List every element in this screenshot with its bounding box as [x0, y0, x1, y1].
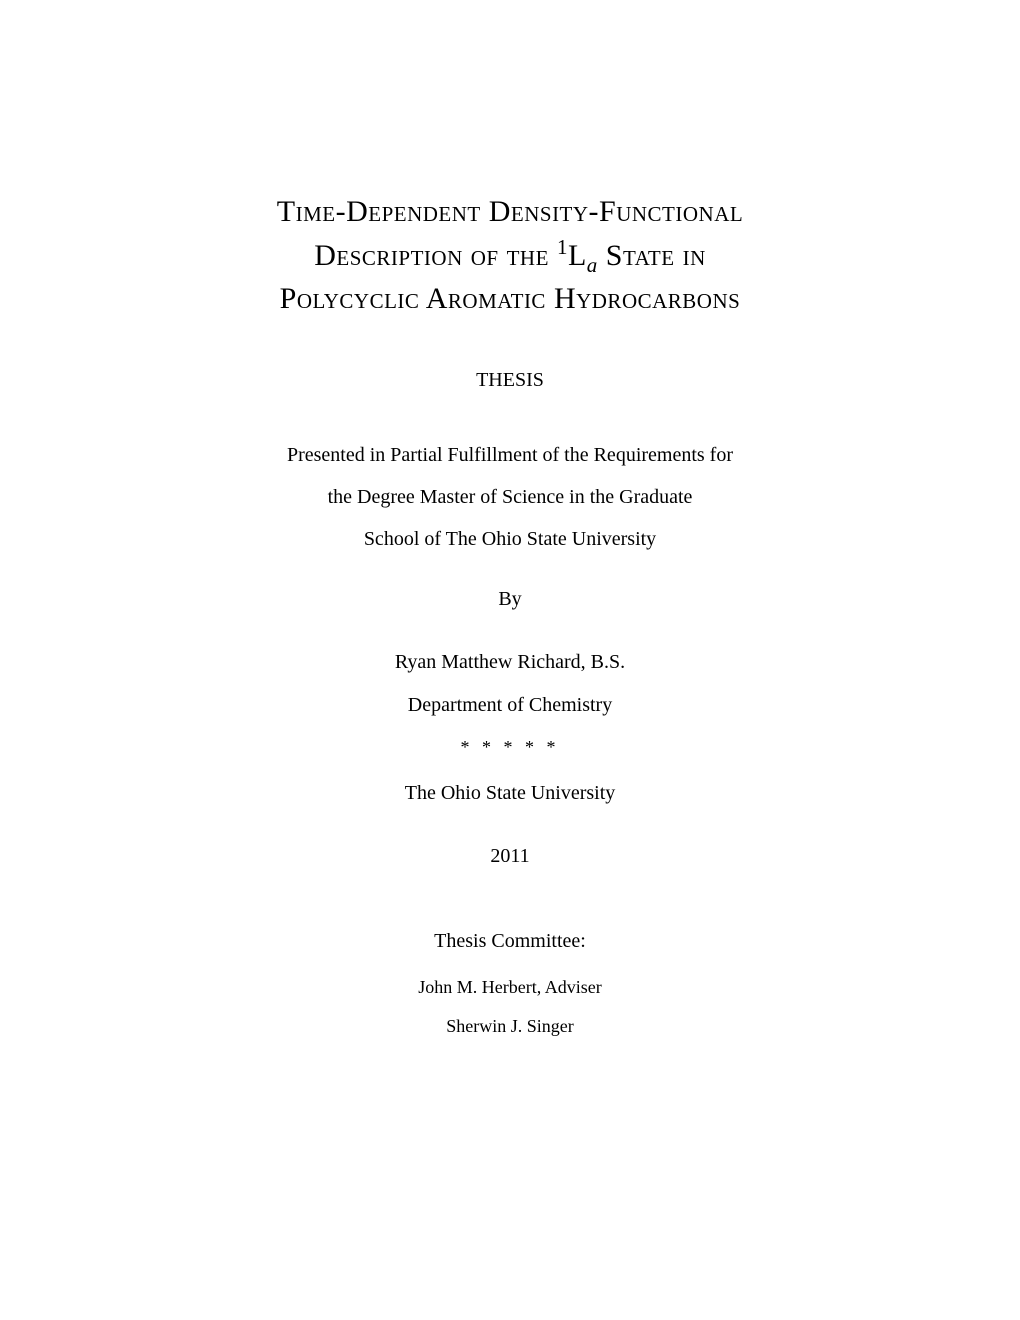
title-line-2-post: State in	[598, 239, 706, 272]
title-line-2-pre: Description of the	[314, 239, 557, 272]
fulfillment-line-1: Presented in Partial Fulfillment of the …	[287, 444, 733, 466]
department: Department of Chemistry	[140, 694, 880, 717]
thesis-title: Time-Dependent Density-Functional Descri…	[140, 190, 880, 321]
title-line-1: Time-Dependent Density-Functional	[277, 195, 743, 228]
university-name: The Ohio State University	[140, 782, 880, 805]
fulfillment-statement: Presented in Partial Fulfillment of the …	[140, 434, 880, 560]
separator-stars: * * * * *	[140, 737, 880, 758]
title-subscript: a	[587, 253, 598, 277]
thesis-label: THESIS	[140, 369, 880, 392]
thesis-title-page: Time-Dependent Density-Functional Descri…	[0, 0, 1020, 1320]
committee-label: Thesis Committee:	[140, 930, 880, 953]
fulfillment-line-3: School of The Ohio State University	[364, 528, 656, 550]
committee-member: Sherwin J. Singer	[140, 1016, 880, 1037]
title-L: L	[568, 239, 587, 272]
year: 2011	[140, 845, 880, 868]
title-superscript: 1	[557, 235, 568, 259]
by-label: By	[140, 588, 880, 611]
title-line-3: Polycyclic Aromatic Hydrocarbons	[280, 282, 741, 315]
author-name: Ryan Matthew Richard, B.S.	[140, 651, 880, 674]
committee-member-adviser: John M. Herbert, Adviser	[140, 977, 880, 998]
fulfillment-line-2: the Degree Master of Science in the Grad…	[328, 486, 693, 508]
